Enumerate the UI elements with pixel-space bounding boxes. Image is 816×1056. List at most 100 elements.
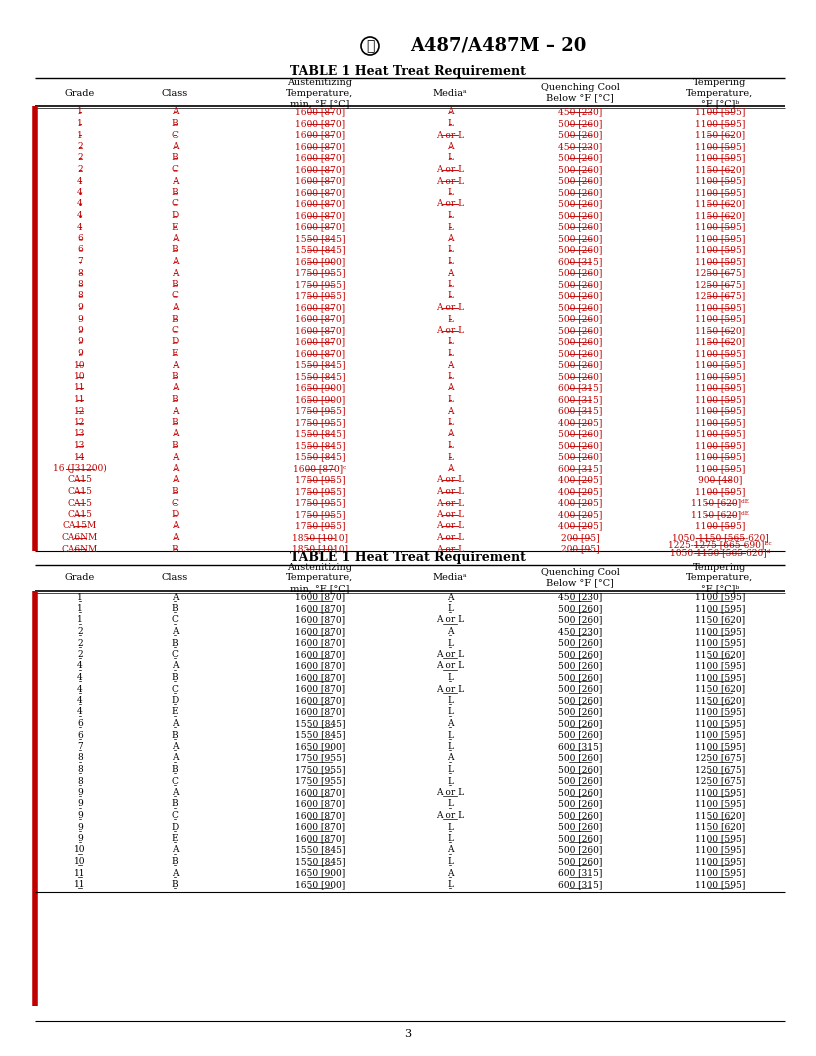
- Text: L: L: [447, 639, 453, 647]
- Text: CA15: CA15: [68, 475, 92, 485]
- Text: 1100 [595]: 1100 [595]: [694, 868, 745, 878]
- Text: 400 [205]: 400 [205]: [558, 418, 602, 427]
- Text: 1250 [675]: 1250 [675]: [695, 776, 745, 786]
- Text: 600 [315]: 600 [315]: [558, 395, 602, 404]
- Text: 500 [260]: 500 [260]: [558, 291, 602, 301]
- Text: 1650 [900]: 1650 [900]: [295, 383, 345, 393]
- Text: 1600 [870]: 1600 [870]: [295, 650, 345, 659]
- Text: 600 [315]: 600 [315]: [558, 257, 602, 266]
- Text: A: A: [171, 719, 178, 728]
- Text: 9: 9: [78, 811, 83, 821]
- Text: 500 [260]: 500 [260]: [558, 811, 602, 821]
- Text: 500 [260]: 500 [260]: [558, 326, 602, 335]
- Text: 1750 [955]: 1750 [955]: [295, 475, 345, 485]
- Text: 4: 4: [78, 684, 83, 694]
- Text: 1550 [845]: 1550 [845]: [295, 846, 345, 854]
- Text: C: C: [171, 165, 179, 174]
- Text: 1050-1150 [565-620]: 1050-1150 [565-620]: [672, 533, 769, 542]
- Text: 500 [260]: 500 [260]: [558, 788, 602, 797]
- Text: 8: 8: [78, 776, 83, 786]
- Text: 1600 [870]: 1600 [870]: [295, 799, 345, 809]
- Text: A: A: [446, 464, 453, 473]
- Text: D: D: [171, 510, 179, 518]
- Text: A: A: [446, 868, 453, 878]
- Text: 1600 [870]: 1600 [870]: [295, 142, 345, 151]
- Text: C: C: [171, 811, 179, 821]
- Text: 1100 [595]: 1100 [595]: [694, 719, 745, 728]
- Text: A: A: [171, 142, 178, 151]
- Text: 11: 11: [74, 383, 86, 393]
- Text: 500 [260]: 500 [260]: [558, 338, 602, 346]
- Text: 1100 [595]: 1100 [595]: [694, 857, 745, 866]
- Text: L: L: [447, 245, 453, 254]
- Text: 1600 [870]: 1600 [870]: [295, 639, 345, 647]
- Text: A: A: [171, 846, 178, 854]
- Text: E: E: [171, 223, 179, 231]
- Text: 11: 11: [74, 868, 86, 878]
- Text: L: L: [447, 742, 453, 751]
- Text: 1750 [955]: 1750 [955]: [295, 522, 345, 530]
- Text: 450 [230]: 450 [230]: [558, 108, 602, 116]
- Text: A or L: A or L: [436, 650, 464, 659]
- Text: 500 [260]: 500 [260]: [558, 223, 602, 231]
- Text: 1600 [870]: 1600 [870]: [295, 200, 345, 208]
- Text: 600 [315]: 600 [315]: [558, 407, 602, 415]
- Text: A: A: [171, 592, 178, 602]
- Text: A: A: [171, 522, 178, 530]
- Text: 1600 [870]: 1600 [870]: [295, 348, 345, 358]
- Text: 500 [260]: 500 [260]: [558, 280, 602, 289]
- Text: 11: 11: [74, 395, 86, 404]
- Text: 12: 12: [74, 418, 86, 427]
- Text: 4: 4: [78, 696, 83, 705]
- Text: 1100 [595]: 1100 [595]: [694, 592, 745, 602]
- Text: E: E: [171, 834, 179, 843]
- Text: 500 [260]: 500 [260]: [558, 604, 602, 612]
- Text: 1100 [595]: 1100 [595]: [694, 661, 745, 671]
- Text: 1100 [595]: 1100 [595]: [694, 731, 745, 739]
- Text: 500 [260]: 500 [260]: [558, 211, 602, 220]
- Text: D: D: [171, 823, 179, 831]
- Text: 1100 [595]: 1100 [595]: [694, 487, 745, 496]
- Text: 6: 6: [78, 234, 83, 243]
- Text: 1150 [620]: 1150 [620]: [695, 211, 745, 220]
- Text: 1550 [845]: 1550 [845]: [295, 731, 345, 739]
- Text: 4: 4: [78, 223, 83, 231]
- Text: A or L: A or L: [436, 131, 464, 139]
- Text: A: A: [171, 754, 178, 762]
- Text: B: B: [171, 441, 179, 450]
- Text: 1150 [620]: 1150 [620]: [695, 338, 745, 346]
- Text: 1550 [845]: 1550 [845]: [295, 372, 345, 381]
- Text: A or L: A or L: [436, 510, 464, 518]
- Text: 4: 4: [78, 211, 83, 220]
- Text: C: C: [171, 200, 179, 208]
- Text: 1100 [595]: 1100 [595]: [694, 441, 745, 450]
- Text: 1100 [595]: 1100 [595]: [694, 315, 745, 323]
- Text: B: B: [171, 673, 179, 682]
- Text: B: B: [171, 639, 179, 647]
- Text: A: A: [446, 407, 453, 415]
- Text: C: C: [171, 616, 179, 624]
- Text: A or L: A or L: [436, 475, 464, 485]
- Text: CA15: CA15: [68, 498, 92, 508]
- Text: A: A: [171, 464, 178, 473]
- Text: Class: Class: [162, 573, 188, 583]
- Text: 1750 [955]: 1750 [955]: [295, 498, 345, 508]
- Text: B: B: [171, 765, 179, 774]
- Text: 1100 [595]: 1100 [595]: [694, 418, 745, 427]
- Text: 9: 9: [78, 348, 83, 358]
- Text: CA15: CA15: [68, 510, 92, 518]
- Text: 1850 [1010]: 1850 [1010]: [292, 533, 348, 542]
- Text: A or L: A or L: [436, 545, 464, 553]
- Text: 10: 10: [74, 360, 86, 370]
- Text: A: A: [171, 234, 178, 243]
- Text: 1100 [595]: 1100 [595]: [694, 604, 745, 612]
- Text: 1150 [620]: 1150 [620]: [695, 165, 745, 174]
- Text: 1600 [870]: 1600 [870]: [295, 788, 345, 797]
- Text: 9: 9: [78, 834, 83, 843]
- Text: 500 [260]: 500 [260]: [558, 372, 602, 381]
- Text: B: B: [171, 545, 179, 553]
- Text: 9: 9: [78, 315, 83, 323]
- Text: D: D: [171, 211, 179, 220]
- Text: 500 [260]: 500 [260]: [558, 268, 602, 278]
- Text: A or L: A or L: [436, 176, 464, 186]
